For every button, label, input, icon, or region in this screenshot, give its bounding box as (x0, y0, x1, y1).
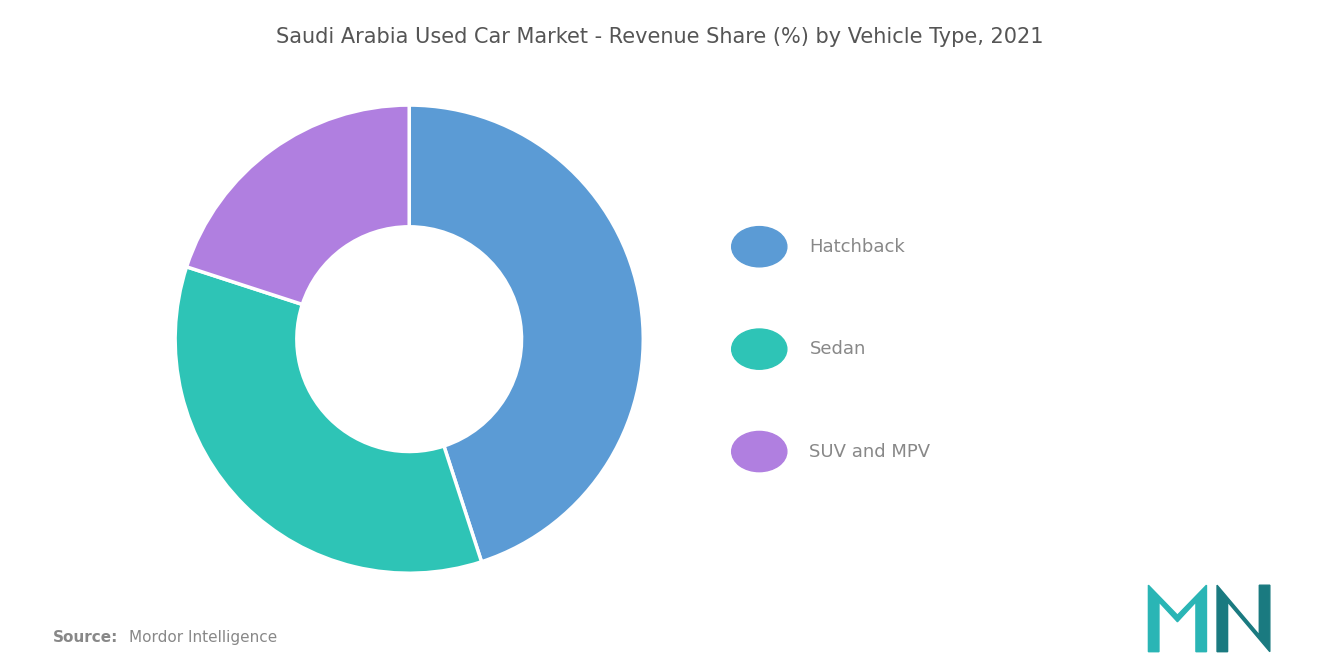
Text: Hatchback: Hatchback (809, 237, 906, 256)
Polygon shape (1148, 585, 1206, 652)
Circle shape (731, 227, 787, 267)
Text: SUV and MPV: SUV and MPV (809, 442, 931, 461)
Text: Source:: Source: (53, 630, 119, 645)
Polygon shape (1217, 585, 1270, 652)
Wedge shape (186, 105, 409, 305)
Circle shape (731, 329, 787, 369)
Text: Sedan: Sedan (809, 340, 866, 358)
Text: Mordor Intelligence: Mordor Intelligence (129, 630, 277, 645)
Circle shape (731, 432, 787, 471)
Text: Saudi Arabia Used Car Market - Revenue Share (%) by Vehicle Type, 2021: Saudi Arabia Used Car Market - Revenue S… (276, 27, 1044, 47)
Wedge shape (409, 105, 643, 562)
Wedge shape (176, 267, 482, 573)
